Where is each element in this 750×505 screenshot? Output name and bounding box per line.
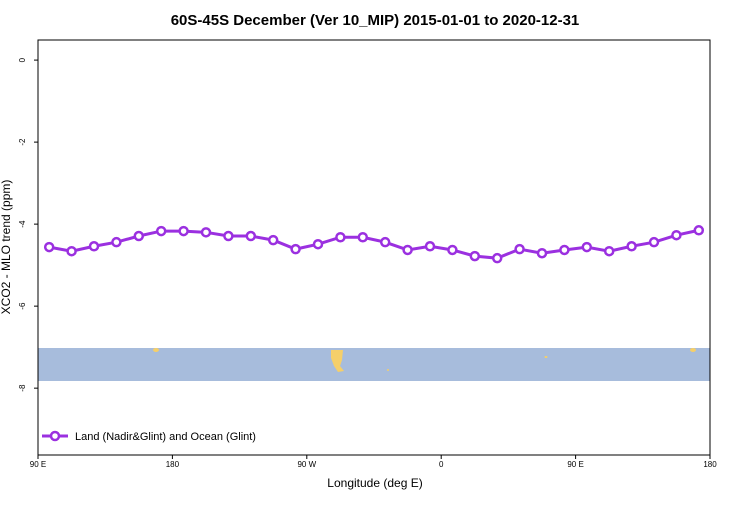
point [603,245,615,257]
y-tick-label: 0 [18,57,27,62]
point [514,243,525,255]
point [155,225,167,237]
map-band [38,348,710,381]
land [544,356,548,358]
point [402,244,413,256]
point [223,230,234,242]
y-tick-label: -6 [18,302,27,310]
x-tick-label: 90 E [30,460,46,469]
point [536,247,548,259]
point [133,230,145,242]
point [581,241,593,253]
land [387,369,389,371]
point [379,236,391,248]
point [245,230,257,242]
point [178,225,189,237]
point [648,236,660,248]
point [469,250,481,262]
point [491,252,503,264]
point [43,241,55,253]
x-axis-label: Longitude (deg E) [327,476,422,490]
y-tick-label: -8 [18,384,27,392]
land [331,350,344,372]
x-tick-label: 0 [439,460,444,469]
point [357,231,369,243]
chart-title: 60S-45S December (Ver 10_MIP) 2015-01-01… [171,12,580,29]
y-axis-label: XCO2 - MLO trend (ppm) [0,180,13,315]
land [153,348,159,352]
x-tick-label: 90 W [297,460,316,469]
point [66,245,77,257]
legend-label: Land (Nadir&Glint) and Ocean (Glint) [75,431,256,443]
point [267,234,279,246]
x-tick-label: 90 E [567,460,583,469]
point [424,241,436,252]
land [690,348,696,352]
x-tick-label: 180 [166,460,180,469]
y-tick-label: -4 [18,220,27,228]
point [88,241,100,252]
point [290,243,301,255]
point [447,244,458,256]
point [693,225,705,236]
point [626,241,637,252]
point [559,244,570,256]
x-tick-label: 180 [703,460,717,469]
point [335,231,346,243]
legend-marker [49,430,61,442]
point [671,229,682,241]
plot-frame [37,39,711,456]
ocean [38,348,710,381]
point [200,227,212,238]
point [312,238,324,250]
point [111,236,122,248]
y-tick-label: -2 [18,138,27,146]
